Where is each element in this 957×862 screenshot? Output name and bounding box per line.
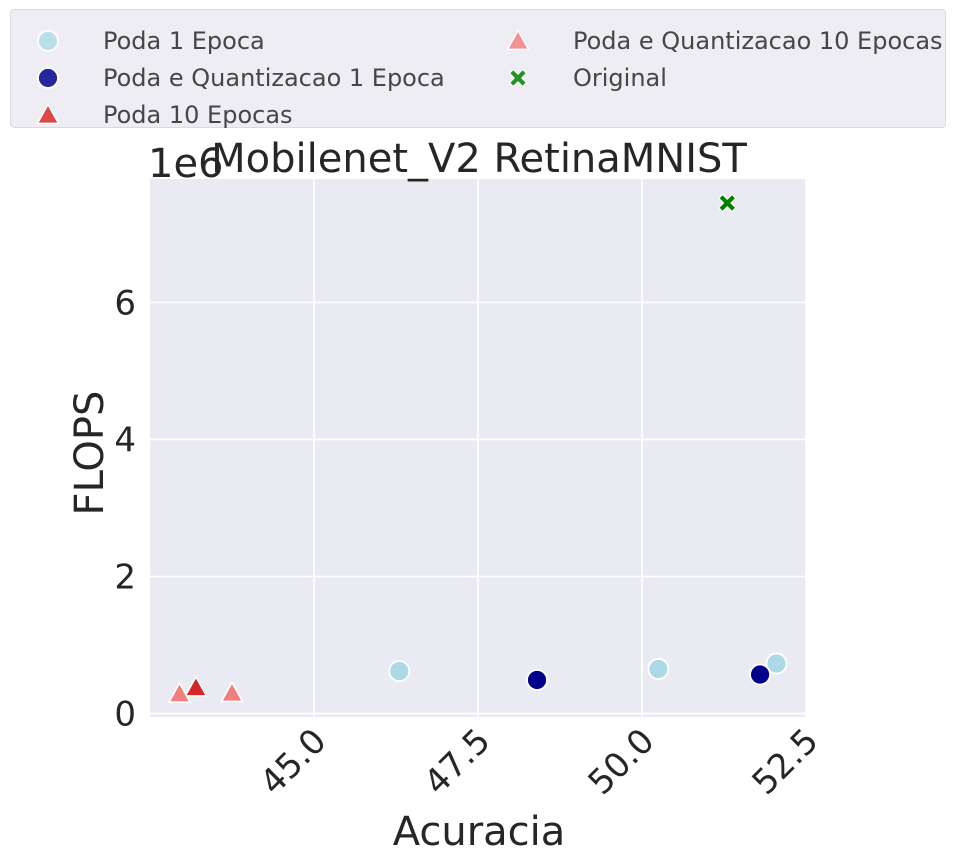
legend-marker-shape [36,102,60,125]
legend-entry: Poda 10 Epocas [33,100,293,130]
legend-marker [37,30,59,52]
data-point [184,675,208,697]
x-tick-label: 47.5 [417,721,499,803]
data-point [749,663,771,686]
data-point [717,193,737,213]
data-point [765,652,788,675]
legend-marker-shape [506,28,530,51]
x-tick-label: 45.0 [253,721,335,803]
data-point [220,680,244,703]
data-marks [167,193,788,703]
data-point [388,660,411,682]
x-axis-label: Acuracia [393,809,566,855]
x-tick-label: 52.5 [745,721,827,803]
legend-entry: Original [503,63,667,93]
y-tick-label: 0 [114,695,136,735]
chart-title: Mobilenet_V2 RetinaMNIST [211,136,747,182]
legend-entry: Poda e Quantizacao 1 Epoca [33,63,445,93]
legend-marker [37,67,59,89]
legend-entry: Poda e Quantizacao 10 Epocas [503,26,943,56]
y-axis-label: FLOPS [67,391,113,516]
y-tick-label: 2 [114,558,136,598]
legend-label: Poda e Quantizacao 10 Epocas [573,27,943,55]
x-tick-label: 50.0 [581,721,663,803]
y-tick-label: 6 [114,283,136,323]
legend-label: Poda e Quantizacao 1 Epoca [103,64,445,92]
legend-label: Poda 10 Epocas [103,101,293,129]
legend-marker-shape [37,30,59,52]
data-point [647,658,670,680]
legend-marker-shape [37,67,59,89]
legend-entry: Poda 1 Epoca [33,26,265,56]
legend-marker [36,102,60,125]
legend-label: Original [573,64,667,92]
grid-lines [150,179,807,717]
data-point [526,669,548,691]
legend-label: Poda 1 Epoca [103,27,265,55]
legend-marker [508,68,528,88]
legend-marker-shape [508,68,528,88]
y-tick-label: 4 [114,420,136,460]
data-point [167,681,192,703]
legend-marker [506,28,530,51]
legend: Poda 1 Epoca Poda e Quantizacao 1 Epoca Po… [10,9,946,130]
y-offset-text: 1e6 [148,141,224,187]
